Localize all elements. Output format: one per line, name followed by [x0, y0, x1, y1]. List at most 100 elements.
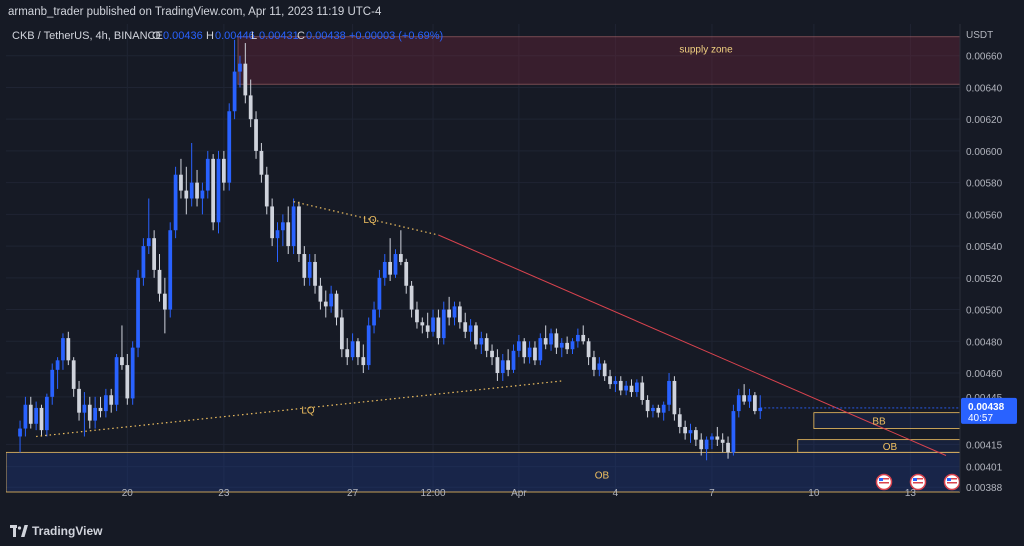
candle-body	[720, 439, 725, 443]
price-tick: 0.00540	[966, 242, 1003, 253]
candle-body	[254, 119, 258, 151]
time-tick: 12:00	[421, 488, 446, 498]
candle	[425, 312, 430, 339]
price-tick: 0.00388	[966, 483, 1003, 494]
candle-body	[334, 293, 339, 318]
candle-body	[120, 357, 124, 366]
candle-body	[227, 111, 232, 183]
price-tick: 0.00580	[966, 179, 1003, 190]
tradingview-logo[interactable]: TradingView	[10, 524, 102, 538]
candle-body	[39, 407, 44, 431]
candle-body	[425, 325, 430, 332]
candle-body	[82, 404, 87, 413]
candle	[28, 396, 33, 429]
candle-body	[130, 347, 135, 399]
candle	[592, 350, 596, 377]
candle-body	[313, 261, 317, 286]
candle-body	[661, 404, 666, 413]
candle-body	[672, 380, 677, 415]
candle	[259, 142, 264, 183]
candle	[248, 79, 253, 128]
legend-low-value: 0.00431	[259, 30, 299, 42]
candle	[329, 285, 334, 313]
candle-body	[484, 338, 489, 351]
candle-body	[613, 380, 618, 385]
time-tick: 23	[218, 488, 230, 498]
candle-body	[50, 369, 55, 397]
candle-body	[61, 338, 65, 361]
candle	[398, 230, 403, 266]
candle	[356, 338, 360, 366]
candle-body	[677, 414, 682, 427]
candle	[554, 328, 559, 354]
candle-body	[586, 341, 591, 358]
lower-order-block-box	[5, 451, 961, 493]
candle-body	[109, 395, 114, 405]
time-tick: 4	[613, 488, 619, 498]
flag-canton	[879, 478, 883, 481]
candle	[109, 388, 114, 413]
candle	[447, 296, 452, 326]
candle	[264, 166, 269, 215]
candle	[431, 309, 435, 337]
chart-area[interactable]: supply zone LQ LQ BB OB OB USDT 0.00660 0.00640…	[5, 24, 1018, 499]
last-price-value: 0.00438	[968, 402, 1005, 413]
candle	[377, 269, 382, 318]
candle	[18, 420, 22, 453]
publisher-text: armanb_trader published on TradingView.c…	[8, 6, 382, 18]
price-tick: 0.00620	[966, 115, 1003, 126]
candle	[661, 401, 666, 421]
candle	[313, 254, 317, 294]
candle-body	[431, 317, 435, 332]
price-tick: 0.00415	[966, 440, 1003, 451]
candle	[382, 254, 387, 286]
candle	[205, 150, 210, 199]
candle-body	[747, 395, 752, 402]
candle-body	[238, 63, 242, 72]
candle-body	[23, 404, 28, 429]
candle	[168, 222, 173, 318]
candle	[302, 246, 307, 286]
candle-body	[624, 385, 629, 391]
candle-body	[146, 238, 151, 247]
candle-body	[232, 71, 237, 112]
candle-body	[656, 407, 661, 413]
candle	[468, 319, 473, 342]
time-tick: 20	[122, 488, 134, 498]
candle-body	[479, 338, 484, 345]
candle-body	[393, 254, 398, 275]
candle-body	[243, 63, 248, 96]
price-tick: 0.00460	[966, 369, 1003, 380]
candle-body	[259, 150, 264, 175]
candle	[372, 301, 376, 334]
flag-stripe	[947, 478, 957, 480]
candle-body	[726, 442, 730, 453]
candle-body	[645, 399, 650, 412]
candle	[436, 309, 441, 345]
candle-body	[640, 382, 645, 400]
candle-body	[55, 360, 60, 370]
candle	[82, 392, 87, 437]
candle-body	[361, 357, 366, 366]
candle	[742, 384, 747, 405]
chart-background	[6, 24, 1018, 498]
candle	[50, 363, 55, 405]
tradingview-icon	[10, 525, 28, 537]
candle-body	[409, 285, 414, 310]
candle-body	[581, 334, 586, 342]
candle-body	[436, 317, 441, 339]
candle	[506, 349, 511, 377]
candle-body	[275, 230, 280, 239]
candle-body	[382, 261, 387, 278]
candle	[474, 322, 478, 350]
price-chart[interactable]: supply zone LQ LQ BB OB OB USDT 0.00660 0.00640…	[5, 24, 1018, 499]
candle-body	[329, 293, 334, 307]
candle	[452, 301, 457, 326]
candle	[752, 392, 757, 415]
candle	[731, 404, 736, 456]
candle	[125, 353, 130, 405]
candle	[538, 333, 543, 366]
candle-body	[103, 395, 108, 412]
candle-body	[575, 334, 580, 342]
candle	[613, 376, 618, 393]
